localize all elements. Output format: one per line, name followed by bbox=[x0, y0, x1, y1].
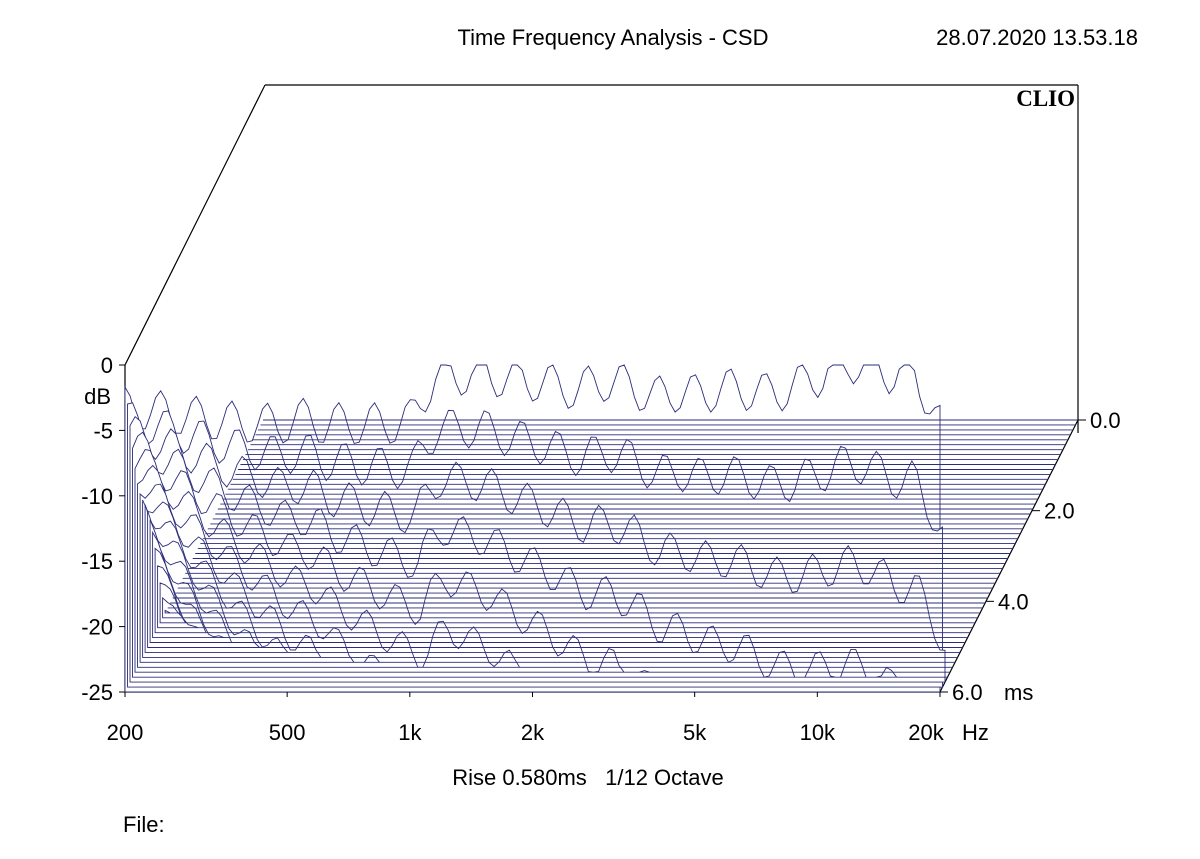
frame-left-top-edge bbox=[124, 84, 266, 366]
csd-slice-43 bbox=[154, 547, 971, 634]
csd-slice-42 bbox=[157, 565, 973, 629]
x-axis-unit: Hz bbox=[962, 720, 989, 745]
frame-z-axis-line bbox=[939, 419, 1079, 693]
y-tick-label: -10 bbox=[81, 484, 113, 509]
x-tick-label: 500 bbox=[269, 720, 306, 745]
csd-slice-45 bbox=[149, 519, 966, 643]
z-tick-label: 0.0 bbox=[1090, 408, 1121, 433]
file-label: File: bbox=[123, 812, 165, 837]
csd-slice-41 bbox=[159, 582, 976, 624]
x-tick-label: 10k bbox=[800, 720, 836, 745]
axis-labels: 200 500 1k 2k 5k 10k 20k Hz 0 -5 -10 -15 -20 -25 dB 0.0… bbox=[81, 353, 1120, 745]
waterfall-slices bbox=[124, 364, 1078, 693]
y-tick-label: -25 bbox=[81, 680, 113, 705]
z-tick-label: 4.0 bbox=[998, 589, 1029, 614]
y-tick-label: 0 bbox=[101, 353, 113, 378]
y-tick-label: -15 bbox=[81, 549, 113, 574]
x-tick-label: 5k bbox=[683, 720, 707, 745]
x-tick-label: 20k bbox=[908, 720, 944, 745]
csd-slice-39 bbox=[164, 609, 981, 614]
analysis-settings: Rise 0.580ms 1/12 Octave bbox=[452, 765, 723, 790]
y-tick-label: -5 bbox=[93, 418, 113, 443]
timestamp: 28.07.2020 13.53.18 bbox=[936, 25, 1138, 50]
x-tick-label: 200 bbox=[107, 720, 144, 745]
z-axis-unit: ms bbox=[1004, 680, 1033, 705]
z-tick-label: 6.0 bbox=[952, 680, 983, 705]
chart-title: Time Frequency Analysis - CSD bbox=[458, 25, 769, 50]
csd-slice-44 bbox=[152, 530, 968, 639]
y-axis-unit: dB bbox=[84, 384, 111, 409]
csd-slice-50 bbox=[137, 464, 953, 668]
x-tick-label: 2k bbox=[521, 720, 545, 745]
x-tick-label: 1k bbox=[398, 720, 422, 745]
brand-logo: CLIO bbox=[1016, 86, 1075, 111]
y-tick-label: -20 bbox=[81, 615, 113, 640]
csd-slice-40 bbox=[162, 596, 978, 619]
z-tick-label: 2.0 bbox=[1044, 499, 1075, 524]
csd-slice-46 bbox=[147, 510, 963, 648]
